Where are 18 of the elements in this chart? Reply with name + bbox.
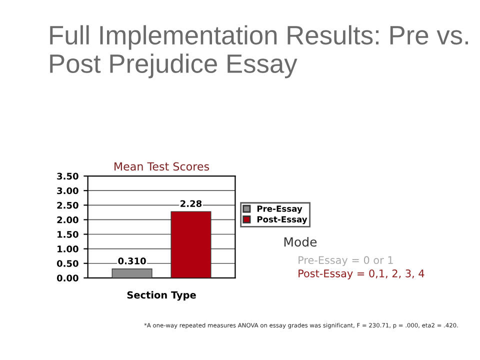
y-tick-label: 0.00 bbox=[56, 274, 78, 282]
y-tick-label: 3.00 bbox=[57, 187, 78, 194]
y-tick-label: 3.50 bbox=[57, 172, 78, 180]
y-tick-label: 2.50 bbox=[57, 202, 78, 209]
chart-title: Full Implementation Results: Pre vs. Post Prejudice Essay bbox=[50, 25, 468, 78]
chart-subtitle: Mean Test Scores bbox=[114, 162, 210, 171]
y-tick-label: 0.50 bbox=[56, 260, 78, 267]
text: Post-Essay = 0,1, 2, 3, 4 bbox=[298, 269, 424, 280]
data-label: 0.310 bbox=[118, 258, 146, 264]
text: Pre-Essay = 0 or 1 bbox=[298, 256, 393, 266]
text: Mode bbox=[284, 236, 317, 247]
y-tick-label: 1.50 bbox=[58, 230, 78, 238]
legend-label: Pre-Essay bbox=[257, 206, 302, 214]
y-tick-label: 2.00 bbox=[57, 216, 78, 224]
y-tick-label: 1.00 bbox=[58, 246, 78, 252]
legend-label: Post-Essay bbox=[257, 216, 308, 224]
x-axis-title: Section Type bbox=[127, 291, 196, 301]
data-label: 2.28 bbox=[180, 200, 202, 208]
